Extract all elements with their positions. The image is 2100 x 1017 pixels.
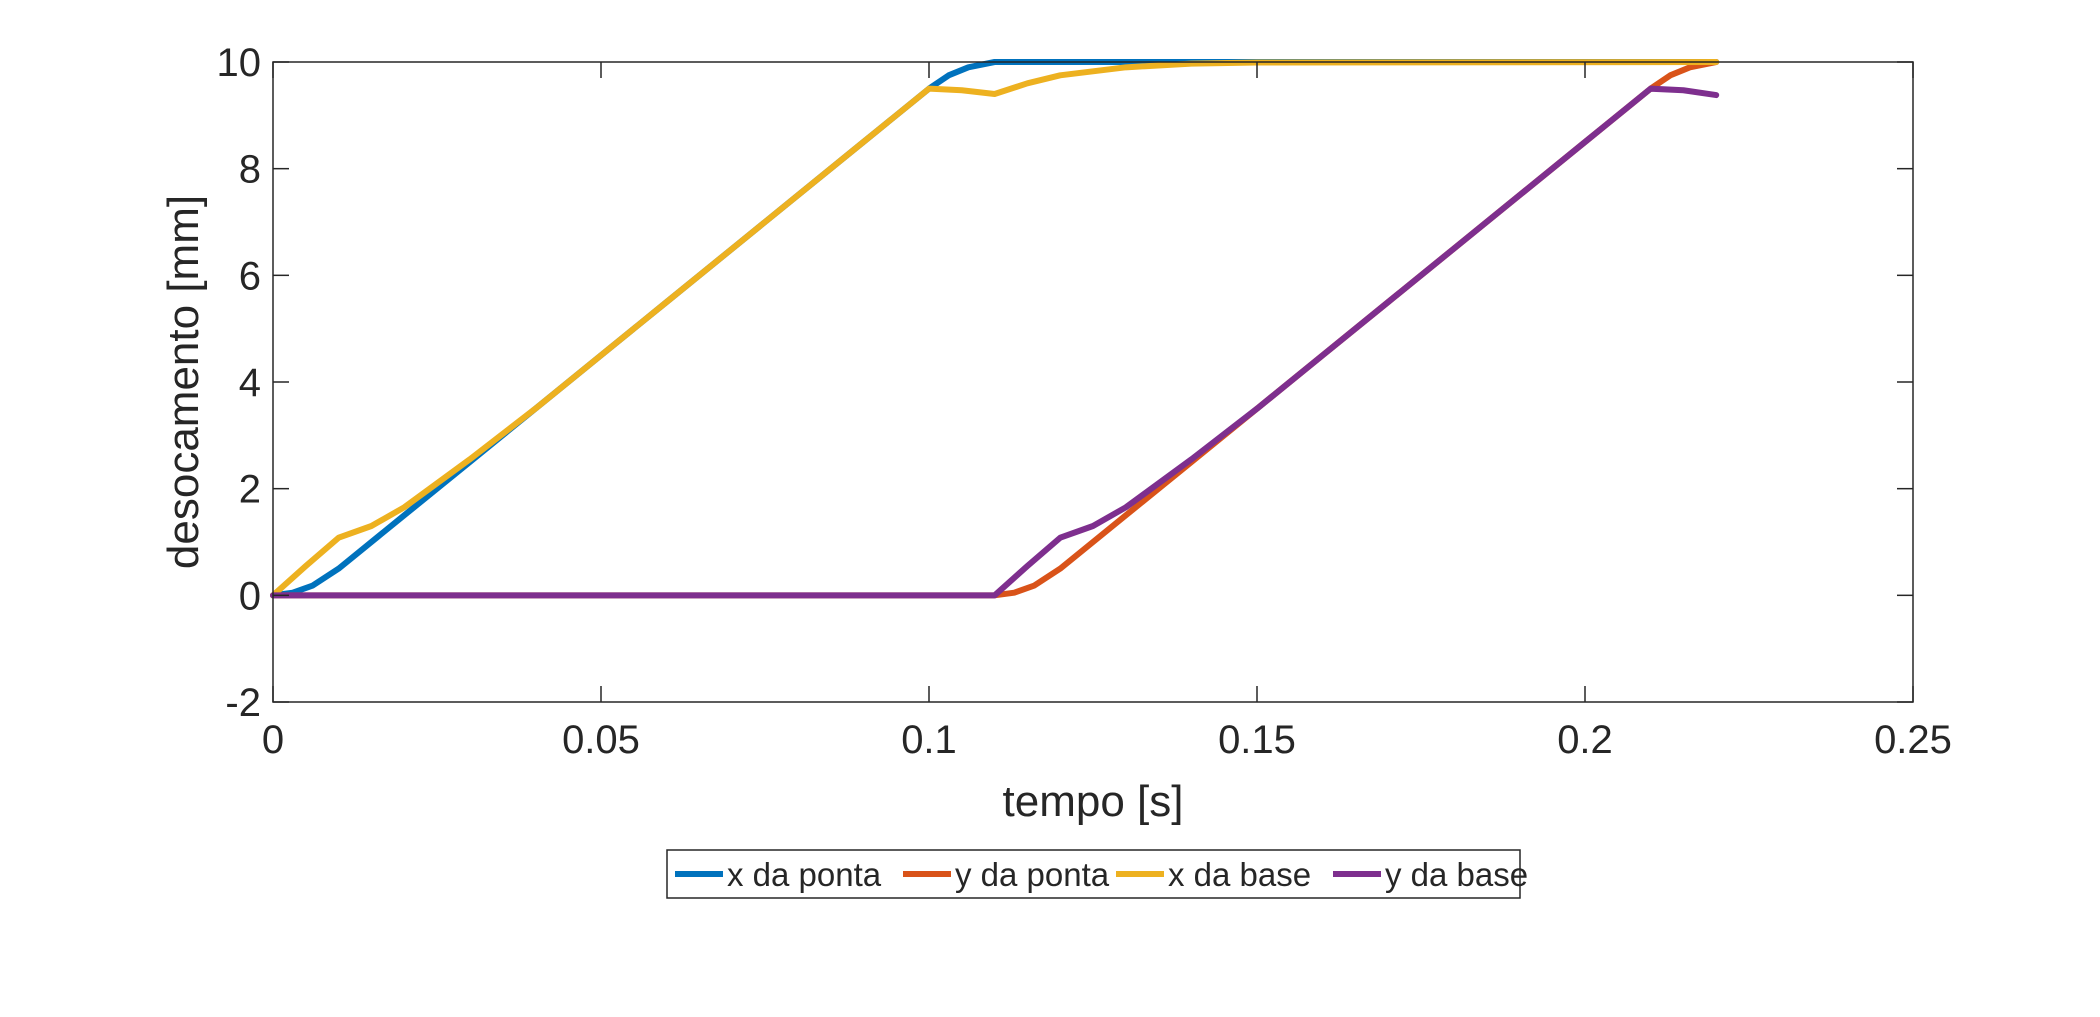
x-tick-label: 0 xyxy=(262,718,284,762)
legend-label-2: y da ponta xyxy=(955,856,1110,893)
y-tick-label: 8 xyxy=(239,148,261,192)
series-line-4 xyxy=(270,85,1720,599)
legend: x da ponta y da ponta x da base y da base xyxy=(666,849,1528,899)
x-tick-label: 0.2 xyxy=(1557,718,1613,762)
y-tick-label: 0 xyxy=(239,574,261,618)
y-tick-label: 2 xyxy=(239,468,261,512)
legend-label-4: y da base xyxy=(1385,856,1528,893)
series-layer xyxy=(270,59,1720,599)
axes-background xyxy=(273,62,1913,702)
x-tick-label: 0.05 xyxy=(562,718,640,762)
y-tick-label: 4 xyxy=(239,361,261,405)
x-axis-label: tempo [s] xyxy=(1003,777,1184,826)
x-tick-label: 0.15 xyxy=(1218,718,1296,762)
y-axis-label: desocamento [mm] xyxy=(159,195,208,569)
legend-label-1: x da ponta xyxy=(727,856,882,893)
y-tick-label: 10 xyxy=(217,41,262,85)
y-tick-label: 6 xyxy=(239,254,261,298)
legend-items: x da ponta y da ponta x da base y da base xyxy=(675,856,1528,893)
x-tick-label: 0.1 xyxy=(901,718,957,762)
y-tick-label: -2 xyxy=(225,681,261,725)
legend-label-3: x da base xyxy=(1168,856,1311,893)
x-tick-label: 0.25 xyxy=(1874,718,1952,762)
series-line-3 xyxy=(270,59,1720,599)
